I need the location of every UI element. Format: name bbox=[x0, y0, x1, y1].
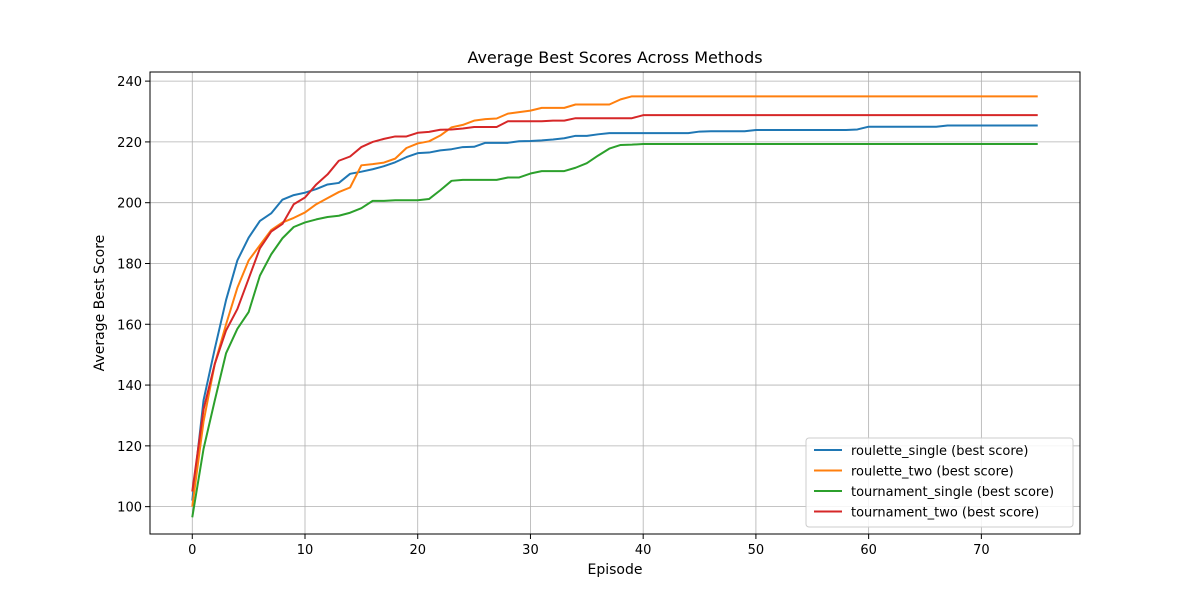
series-line-2 bbox=[191, 95, 1038, 507]
y-tick-label: 120 bbox=[117, 440, 142, 455]
y-axis-label: Average Best Score bbox=[92, 235, 108, 372]
y-tick-label: 240 bbox=[117, 75, 142, 90]
x-axis-label: Episode bbox=[588, 562, 643, 578]
series-line-4 bbox=[191, 114, 1038, 492]
y-tick-label: 140 bbox=[117, 379, 142, 394]
x-tick-label: 60 bbox=[860, 543, 877, 558]
series-line-3 bbox=[191, 143, 1038, 518]
y-tick-label: 220 bbox=[117, 136, 142, 151]
series-line-1 bbox=[191, 124, 1038, 501]
y-tick-label: 100 bbox=[117, 501, 142, 516]
y-axis: 100 120 140 160 180 200 220 240 bbox=[117, 75, 150, 516]
plot-frame bbox=[149, 71, 1081, 535]
legend-box bbox=[805, 437, 1074, 528]
y-tick-label: 180 bbox=[117, 257, 142, 272]
legend: roulette_single (best score) roulette_two… bbox=[805, 437, 1074, 528]
legend-label: tournament_two (best score) bbox=[851, 506, 1039, 521]
x-tick-label: 0 bbox=[188, 543, 196, 558]
x-tick-label: 10 bbox=[297, 543, 314, 558]
legend-label: tournament_single (best score) bbox=[851, 485, 1054, 500]
x-tick-label: 20 bbox=[409, 543, 426, 558]
legend-label: roulette_two (best score) bbox=[851, 465, 1014, 480]
chart-title: Average Best Scores Across Methods bbox=[467, 48, 762, 67]
x-axis: 0 10 20 30 40 50 60 70 bbox=[188, 534, 990, 558]
x-tick-label: 70 bbox=[973, 543, 990, 558]
series-layer bbox=[191, 95, 1038, 518]
y-tick-label: 200 bbox=[117, 197, 142, 212]
legend-label: roulette_single (best score) bbox=[851, 444, 1029, 459]
x-tick-label: 50 bbox=[748, 543, 765, 558]
x-tick-label: 30 bbox=[522, 543, 539, 558]
x-tick-label: 40 bbox=[635, 543, 652, 558]
y-tick-label: 160 bbox=[117, 318, 142, 333]
